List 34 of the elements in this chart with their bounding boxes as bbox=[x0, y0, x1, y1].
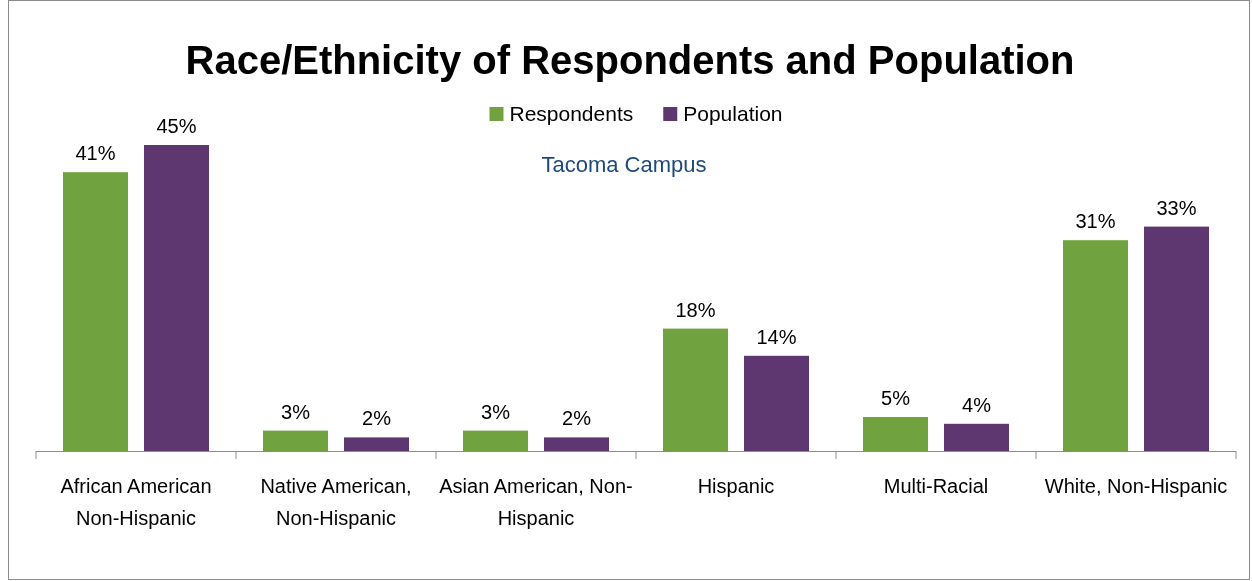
chart-subtitle: Tacoma Campus bbox=[541, 152, 707, 177]
x-tick-label: Asian American, Non-Hispanic bbox=[439, 475, 633, 529]
data-label: 33% bbox=[1156, 196, 1197, 219]
data-label: 45% bbox=[156, 115, 197, 137]
data-label: 14% bbox=[756, 325, 797, 348]
bar bbox=[144, 145, 209, 451]
data-label: 5% bbox=[881, 387, 911, 409]
bar bbox=[944, 423, 1009, 451]
data-label: 18% bbox=[675, 298, 716, 321]
bar bbox=[863, 417, 928, 451]
legend-label: Respondents bbox=[509, 102, 634, 125]
data-label: 2% bbox=[362, 407, 392, 430]
data-label: 31% bbox=[1075, 210, 1116, 233]
bar bbox=[63, 172, 128, 451]
data-label: 3% bbox=[481, 400, 511, 423]
data-label: 2% bbox=[562, 407, 592, 430]
x-tick-label: Native American, Non-Hispanic bbox=[260, 475, 412, 529]
legend-label: Population bbox=[683, 102, 783, 125]
x-tick-label: African American Non-Hispanic bbox=[60, 475, 212, 529]
bar bbox=[544, 437, 609, 451]
data-label: 41% bbox=[75, 142, 116, 165]
x-tick-label: Multi-Racial bbox=[883, 475, 989, 497]
bar bbox=[663, 328, 728, 451]
data-label: 4% bbox=[962, 393, 992, 416]
bar bbox=[463, 430, 528, 451]
x-tick-label: Hispanic bbox=[697, 475, 775, 497]
bar bbox=[344, 437, 409, 451]
bar bbox=[1063, 240, 1128, 451]
chart-title: Race/Ethnicity of Respondents and Population bbox=[185, 38, 1075, 82]
x-tick-label: White, Non-Hispanic bbox=[1044, 475, 1228, 497]
bar bbox=[263, 430, 328, 451]
data-label: 3% bbox=[281, 400, 311, 423]
bar bbox=[1144, 226, 1209, 451]
bar bbox=[744, 355, 809, 451]
